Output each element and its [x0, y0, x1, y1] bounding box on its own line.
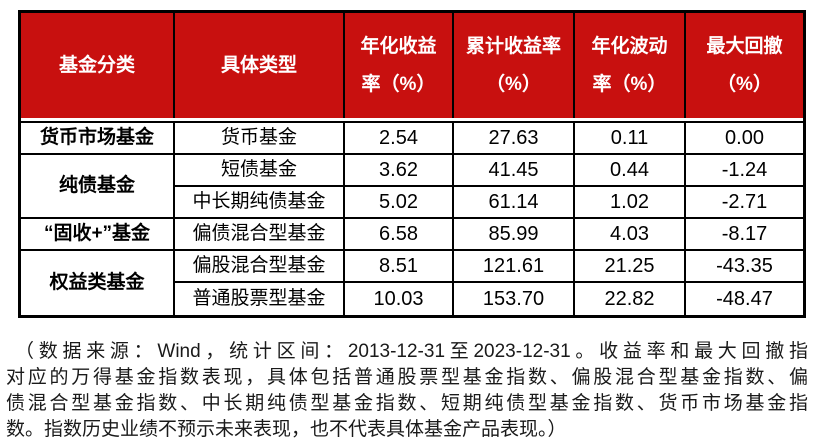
header-text: （%）	[717, 73, 772, 95]
header-text: 最大回撤	[706, 35, 783, 57]
value-cell: 10.03	[345, 283, 454, 315]
column-header-max-drawdown: 最大回撤 （%）	[686, 13, 803, 118]
category-cell: 纯债基金	[21, 155, 175, 219]
footnote-line: 数。指数历史业绩不预示未来表现，也不代表具体基金产品表现。）	[6, 419, 567, 440]
header-text: （%）	[486, 73, 541, 95]
value-cell: -43.35	[686, 251, 803, 283]
type-cell: 中长期纯债基金	[175, 187, 345, 219]
header-text: 基金分类	[58, 54, 135, 76]
header-text: 具体类型	[220, 54, 297, 76]
column-header-cumulative-return: 累计收益率 （%）	[454, 13, 575, 118]
footnote-line: 对应的万得基金指数表现，具体包括普通股票型基金指数、偏股混合型基金指数、偏	[6, 367, 808, 388]
data-source-note: （数据来源：Wind，统计区间：2013-12-31至2023-12-31。收益…	[6, 339, 808, 443]
value-cell: -48.47	[716, 288, 773, 310]
value-cell: 3.62	[345, 155, 454, 187]
category-cell: 货币市场基金	[21, 123, 175, 155]
column-header-annualized-return: 年化收益 率（%）	[345, 13, 454, 118]
value-cell: 1.02	[575, 187, 686, 219]
value-cell: 21.25	[575, 251, 686, 283]
type-cell: 普通股票型基金	[175, 283, 345, 315]
category-cell: 权益类基金	[21, 251, 175, 315]
header-text: 年化收益	[360, 35, 437, 57]
value-cell: 27.63	[454, 123, 575, 155]
type-cell: 偏股混合型基金	[175, 251, 345, 283]
header-text: 年化波动	[591, 35, 668, 57]
value-cell: 2.54	[345, 123, 454, 155]
value-cell: 6.58	[345, 219, 454, 251]
type-cell: 短债基金	[175, 155, 345, 187]
category-cell: “固收+”基金	[21, 219, 175, 251]
value-cell: 0.00	[686, 123, 803, 155]
value-cell: -8.17	[686, 219, 803, 251]
footnote-line: （数据来源：Wind，统计区间：2013-12-31至2023-12-31。收益…	[15, 341, 808, 362]
value-cell: 121.61	[454, 251, 575, 283]
header-text: 率（%）	[361, 73, 436, 95]
value-cell: 4.03	[575, 219, 686, 251]
value-cell: 41.45	[454, 155, 575, 187]
column-header-category: 基金分类	[21, 13, 175, 118]
column-header-type: 具体类型	[175, 13, 345, 118]
value-cell: 8.51	[345, 251, 454, 283]
header-body-separator	[21, 118, 803, 123]
value-cell: 0.11	[575, 123, 686, 155]
value-cell: 61.14	[454, 187, 575, 219]
column-header-annualized-volatility: 年化波动 率（%）	[575, 13, 686, 118]
value-cell: -2.71	[686, 187, 803, 219]
value-cell: 0.44	[575, 155, 686, 187]
header-text: 累计收益率	[465, 35, 561, 57]
value-cell: 153.70	[454, 283, 575, 315]
value-cell: 22.82	[575, 283, 686, 315]
value-cell: -1.24	[686, 155, 803, 187]
header-text: 率（%）	[592, 73, 667, 95]
value-cell: 85.99	[454, 219, 575, 251]
footnote-line: 债混合型基金指数、中长期纯债型基金指数、短期纯债型基金指数、货币市场基金指	[6, 393, 808, 414]
fund-performance-table: 基金分类 具体类型 年化收益 率（%） 累计收益率 （%） 年化波动 率（%） …	[18, 10, 806, 318]
type-cell: 货币基金	[175, 123, 345, 155]
value-cell: 5.02	[345, 187, 454, 219]
type-cell: 偏债混合型基金	[175, 219, 345, 251]
